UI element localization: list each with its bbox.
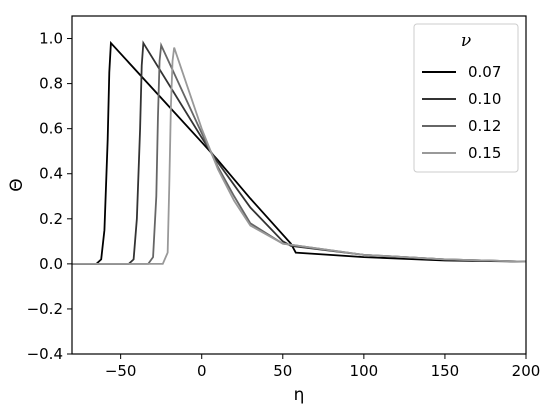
legend: ν 0.07 0.10 0.12 0.15 xyxy=(413,23,519,173)
y-tick-label: 0.4 xyxy=(39,165,63,183)
y-tick-label: −0.2 xyxy=(27,300,63,318)
x-tick-label: 50 xyxy=(273,362,292,380)
x-tick-label: 200 xyxy=(512,362,541,380)
y-tick-label: 0.8 xyxy=(39,75,63,93)
x-tick-label: −50 xyxy=(105,362,137,380)
legend-label: 0.15 xyxy=(468,144,501,162)
legend-label: 0.10 xyxy=(468,90,501,108)
series-line-0-07 xyxy=(72,40,527,265)
y-axis-label: Θ xyxy=(7,178,27,191)
y-tick-label: −0.4 xyxy=(27,345,63,363)
legend-items: 0.07 0.10 0.12 0.15 xyxy=(422,63,501,162)
y-tick-label: 0.6 xyxy=(39,120,63,138)
y-tick-label: 1.0 xyxy=(39,30,63,48)
plot-frame xyxy=(71,15,527,355)
ticks-layer: −50 0 50 100 150 200 −0.4 −0.2 0.0 0.2 0.4 0.6 0.8 1.… xyxy=(27,30,541,380)
legend-box xyxy=(413,23,519,173)
legend-title: ν xyxy=(461,31,471,51)
series-layer xyxy=(72,40,527,265)
x-tick-label: 0 xyxy=(197,362,207,380)
series-line-0-15 xyxy=(72,47,527,265)
y-tick-label: 0.2 xyxy=(39,210,63,228)
y-tick-label: 0.0 xyxy=(39,255,63,273)
x-tick-label: 100 xyxy=(350,362,379,380)
x-tick-label: 150 xyxy=(431,362,460,380)
legend-label: 0.07 xyxy=(468,63,501,81)
legend-label: 0.12 xyxy=(468,117,501,135)
x-axis-label: η xyxy=(294,385,305,405)
